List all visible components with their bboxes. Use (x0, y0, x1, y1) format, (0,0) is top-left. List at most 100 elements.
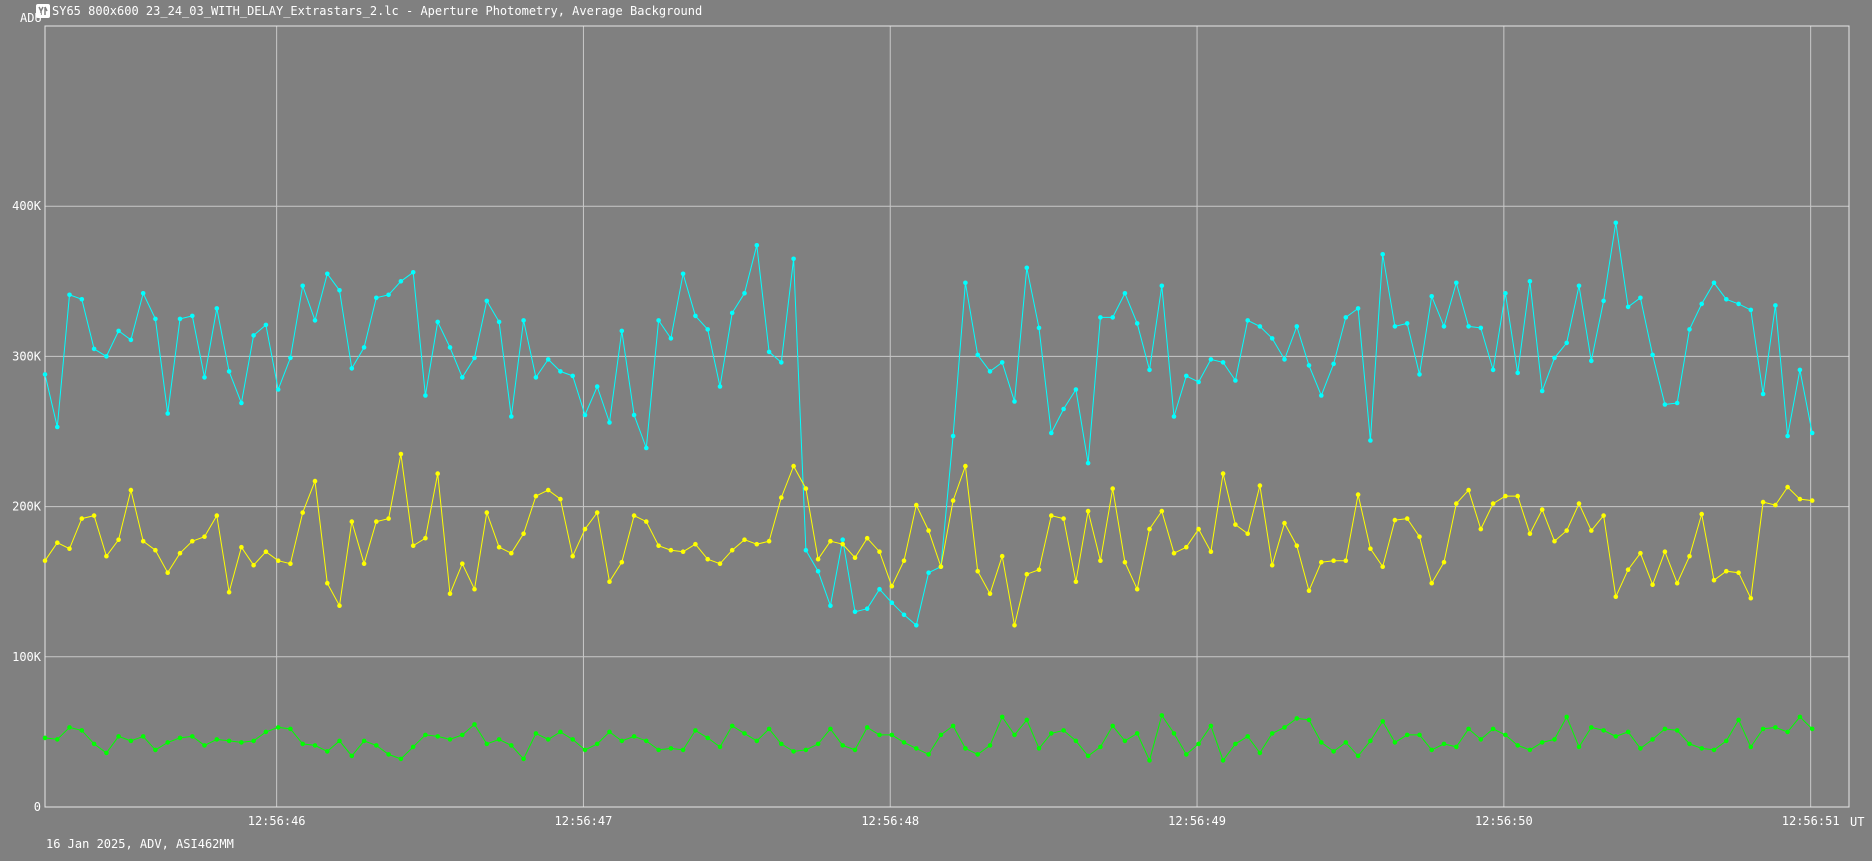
series-1 (42, 451, 1815, 628)
data-point (1417, 732, 1422, 738)
data-point (521, 318, 526, 323)
data-point (545, 357, 551, 362)
data-point (644, 738, 649, 744)
data-point (1527, 531, 1533, 536)
data-point (202, 743, 207, 748)
data-point (1785, 484, 1790, 490)
data-point (852, 555, 858, 560)
data-point (349, 519, 355, 524)
data-point (1319, 393, 1324, 398)
data-point (435, 471, 441, 476)
data-point (1515, 370, 1520, 376)
data-point (1159, 713, 1165, 718)
data-point (987, 369, 993, 374)
data-point (472, 586, 477, 592)
data-point (55, 540, 60, 545)
data-point (803, 547, 809, 553)
data-point (1147, 367, 1152, 373)
data-point (558, 729, 563, 735)
data-point (631, 734, 637, 739)
data-point (1454, 744, 1459, 750)
y-tick-label: 300K (12, 349, 42, 363)
data-point (1184, 373, 1189, 379)
data-point (1454, 501, 1459, 506)
data-point (999, 360, 1005, 365)
series-line (44, 222, 1813, 627)
data-point (963, 463, 968, 469)
axis-layer: 0 100K 200K 300K 400K 12:56:46 12:56:47 12:56:4… (12, 25, 1850, 828)
data-point (202, 375, 207, 380)
data-point (975, 352, 980, 358)
data-point (1196, 741, 1201, 747)
data-point (263, 729, 269, 735)
data-point (1392, 740, 1398, 745)
data-point (1809, 498, 1815, 503)
data-point (472, 722, 477, 727)
data-point (460, 561, 465, 566)
data-point (1061, 728, 1066, 733)
data-point (153, 547, 158, 553)
data-point (607, 729, 612, 735)
data-point (386, 752, 391, 757)
data-point (582, 526, 588, 532)
data-point (938, 564, 944, 569)
data-point (42, 735, 48, 741)
data-point (1748, 595, 1754, 601)
data-point (754, 541, 760, 547)
data-point (766, 349, 772, 355)
data-point (754, 243, 760, 248)
data-point (717, 744, 723, 750)
data-point (288, 561, 293, 566)
data-point (656, 318, 661, 323)
data-point (1404, 321, 1410, 326)
data-point (668, 746, 674, 751)
data-point (729, 310, 735, 316)
data-point (558, 369, 563, 374)
data-point (472, 355, 477, 361)
data-point (251, 562, 256, 568)
data-point (926, 528, 931, 533)
data-point (1625, 304, 1631, 310)
data-point (1466, 324, 1471, 329)
data-point (938, 732, 944, 738)
data-point (791, 749, 796, 754)
data-point (570, 737, 575, 742)
data-point (263, 322, 269, 328)
data-point (901, 558, 907, 563)
data-point (312, 478, 318, 484)
data-point (779, 360, 784, 365)
data-point (1282, 357, 1287, 362)
data-point (1294, 716, 1300, 721)
data-point (1687, 741, 1692, 747)
data-point (1012, 623, 1017, 628)
data-point (1171, 550, 1177, 556)
data-point (1404, 732, 1410, 738)
data-point (484, 298, 490, 304)
data-point (963, 280, 968, 286)
data-point (1662, 726, 1668, 732)
data-point (239, 400, 244, 406)
data-point (104, 750, 109, 756)
data-point (999, 714, 1005, 720)
data-point (128, 487, 134, 493)
data-point (1380, 252, 1385, 257)
data-point (447, 345, 453, 350)
data-point (1036, 325, 1042, 331)
data-point (251, 333, 256, 338)
data-point (1294, 324, 1300, 329)
data-point (104, 553, 109, 559)
data-point (1098, 558, 1103, 563)
data-point (889, 600, 895, 605)
y-tick-label: 100K (12, 650, 42, 664)
data-point (1687, 327, 1692, 332)
data-point (177, 316, 183, 322)
data-point (1736, 301, 1741, 307)
data-point (128, 337, 134, 343)
data-point (1539, 507, 1545, 512)
data-point (1147, 526, 1152, 532)
data-point (1331, 558, 1336, 563)
data-point (1809, 430, 1815, 436)
data-point (1785, 433, 1790, 439)
data-point (1797, 714, 1803, 720)
